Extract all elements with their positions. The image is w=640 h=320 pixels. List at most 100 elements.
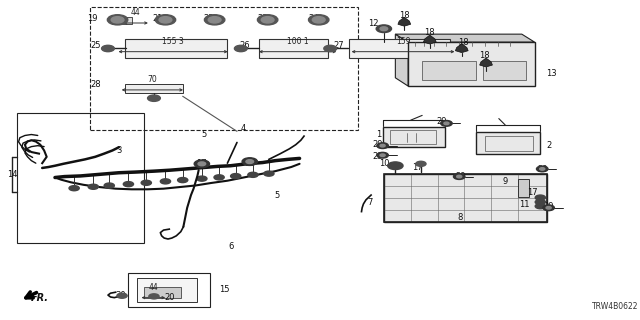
Circle shape xyxy=(444,122,449,124)
Text: 29: 29 xyxy=(436,117,447,126)
Circle shape xyxy=(540,168,545,170)
Text: 25: 25 xyxy=(90,41,100,50)
Bar xyxy=(137,278,197,302)
Polygon shape xyxy=(456,44,468,52)
Bar xyxy=(476,132,540,154)
Text: 29: 29 xyxy=(372,140,383,149)
Circle shape xyxy=(88,184,99,189)
Text: 9: 9 xyxy=(502,177,508,186)
Text: 30: 30 xyxy=(115,291,126,300)
Circle shape xyxy=(454,174,465,180)
Text: FR.: FR. xyxy=(31,293,49,303)
Bar xyxy=(384,174,547,222)
Bar xyxy=(390,130,436,144)
Text: 8: 8 xyxy=(458,213,463,222)
Circle shape xyxy=(376,25,392,33)
Text: 29: 29 xyxy=(372,152,383,161)
Text: 29: 29 xyxy=(537,165,547,174)
Circle shape xyxy=(198,162,205,166)
Circle shape xyxy=(69,186,79,191)
Circle shape xyxy=(148,95,161,101)
Circle shape xyxy=(536,166,548,172)
Bar xyxy=(125,84,182,93)
Bar xyxy=(129,273,210,307)
Circle shape xyxy=(161,179,171,184)
Circle shape xyxy=(535,204,545,209)
Text: 4: 4 xyxy=(241,124,246,133)
Text: 19: 19 xyxy=(87,14,97,23)
Circle shape xyxy=(204,15,225,25)
Text: 44: 44 xyxy=(131,8,141,17)
Circle shape xyxy=(208,17,221,23)
Bar xyxy=(383,126,445,147)
Text: TRW4B0622: TRW4B0622 xyxy=(591,302,638,311)
Text: 17: 17 xyxy=(412,163,423,172)
Bar xyxy=(408,42,534,86)
Circle shape xyxy=(261,17,274,23)
Circle shape xyxy=(543,205,554,211)
Bar xyxy=(422,60,476,80)
Bar xyxy=(90,7,358,130)
Text: 5: 5 xyxy=(274,191,279,200)
Circle shape xyxy=(380,154,385,156)
Text: 22: 22 xyxy=(203,14,214,23)
Circle shape xyxy=(124,181,134,187)
Text: 6: 6 xyxy=(228,242,234,251)
Text: 20: 20 xyxy=(164,292,175,301)
Text: 17: 17 xyxy=(527,188,538,197)
Text: 10: 10 xyxy=(379,159,389,168)
Text: 44: 44 xyxy=(148,283,158,292)
Circle shape xyxy=(248,172,258,177)
Circle shape xyxy=(380,27,388,31)
Text: 15: 15 xyxy=(219,285,230,294)
Circle shape xyxy=(377,143,388,148)
Circle shape xyxy=(108,15,128,25)
Circle shape xyxy=(535,195,545,200)
Text: 14: 14 xyxy=(7,170,17,179)
Polygon shape xyxy=(396,34,534,42)
Bar xyxy=(125,39,227,58)
Circle shape xyxy=(104,183,115,188)
Circle shape xyxy=(177,178,188,183)
Text: 5: 5 xyxy=(201,130,206,139)
Circle shape xyxy=(111,17,124,23)
Circle shape xyxy=(156,15,175,25)
Text: 159: 159 xyxy=(396,37,410,46)
Circle shape xyxy=(230,173,241,179)
Circle shape xyxy=(324,45,337,52)
Text: 29: 29 xyxy=(543,202,554,211)
Circle shape xyxy=(457,175,462,178)
Circle shape xyxy=(159,17,172,23)
Text: 24: 24 xyxy=(308,14,319,23)
Text: 100 1: 100 1 xyxy=(287,37,308,46)
Bar xyxy=(259,39,328,58)
Polygon shape xyxy=(396,34,408,86)
Text: 18: 18 xyxy=(399,11,410,20)
Text: 26: 26 xyxy=(239,41,250,50)
Text: 27: 27 xyxy=(334,41,344,50)
Circle shape xyxy=(246,160,253,164)
Polygon shape xyxy=(398,17,411,26)
Text: 12: 12 xyxy=(369,19,379,28)
Circle shape xyxy=(257,15,278,25)
Polygon shape xyxy=(479,58,492,67)
Text: 17: 17 xyxy=(196,159,207,168)
Circle shape xyxy=(102,45,115,52)
Text: 3: 3 xyxy=(116,146,122,155)
Circle shape xyxy=(312,17,325,23)
Text: 13: 13 xyxy=(546,69,557,78)
Circle shape xyxy=(377,152,388,158)
Text: 2: 2 xyxy=(546,141,551,150)
Text: 23: 23 xyxy=(257,14,268,23)
Circle shape xyxy=(380,144,385,147)
Text: 28: 28 xyxy=(90,80,100,89)
Text: 7: 7 xyxy=(367,197,372,206)
Text: 21: 21 xyxy=(152,14,163,23)
Circle shape xyxy=(141,180,152,185)
Bar xyxy=(17,113,145,244)
Circle shape xyxy=(546,206,551,209)
Text: 70: 70 xyxy=(147,75,157,84)
Circle shape xyxy=(264,171,274,176)
Circle shape xyxy=(308,15,329,25)
Text: 11: 11 xyxy=(519,200,530,209)
